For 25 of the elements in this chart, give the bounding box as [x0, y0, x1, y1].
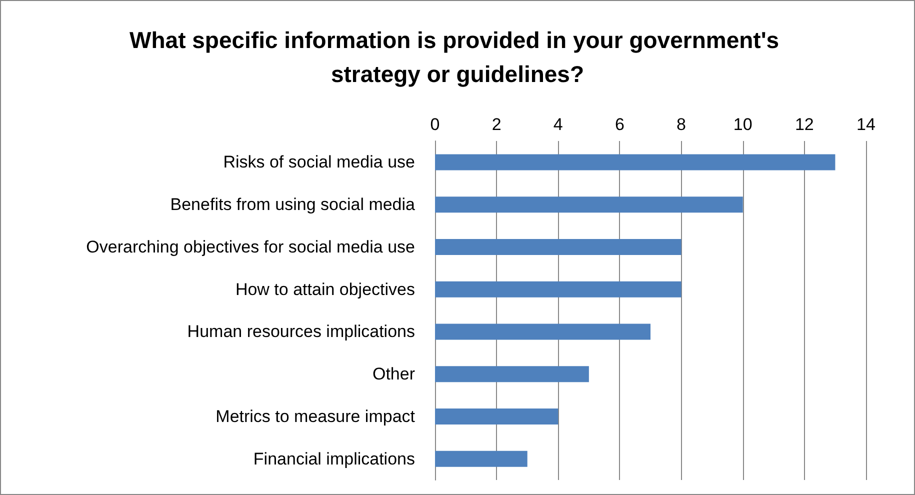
bar	[435, 281, 682, 298]
bar	[435, 324, 650, 340]
y-tick-label: Overarching objectives for social media use	[86, 237, 415, 256]
chart-title: What specific information is provided in your government's strategy or guidelines?	[130, 27, 786, 87]
y-tick-label: Human resources implications	[187, 322, 415, 342]
y-tick-label: How to attain objectives	[235, 280, 415, 299]
y-tick-label: Metrics to measure impact	[216, 406, 416, 426]
x-tick-label: 6	[614, 115, 624, 134]
bar	[435, 196, 743, 213]
bar	[435, 366, 589, 382]
bar	[435, 238, 682, 255]
y-tick-label: Other	[372, 364, 416, 384]
x-tick-label: 4	[553, 115, 563, 134]
x-tick-label: 2	[492, 115, 502, 134]
x-tick-label: 8	[676, 115, 686, 134]
bar	[435, 154, 836, 170]
x-tick-label: 0	[430, 115, 440, 134]
y-tick-label: Benefits from using social media	[170, 195, 416, 214]
bar	[435, 450, 528, 467]
x-tick-label: 10	[733, 115, 752, 134]
bar	[435, 408, 558, 424]
x-tick-label: 14	[856, 115, 876, 134]
y-tick-label: Risks of social media use	[223, 152, 415, 172]
x-tick-label: 12	[794, 115, 814, 134]
y-tick-label: Financial implications	[253, 449, 415, 468]
